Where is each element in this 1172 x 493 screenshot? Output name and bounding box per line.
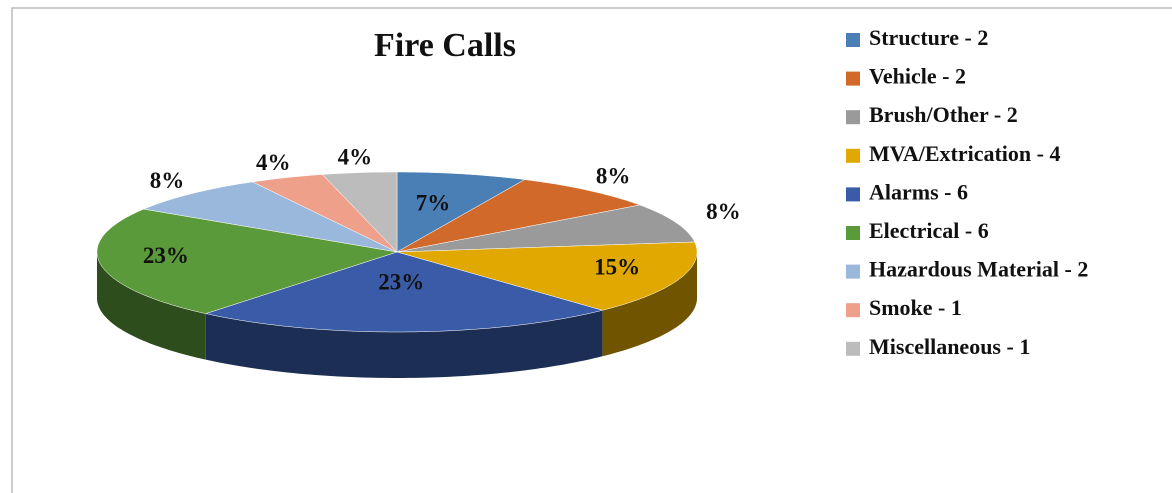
slice — [321, 171, 398, 253]
slice-side — [97, 252, 206, 360]
legend-label: Brush/Other - 2 — [869, 102, 1018, 127]
legend-swatch — [846, 341, 860, 356]
legend-swatch — [846, 187, 860, 202]
slice — [396, 204, 695, 253]
legend-swatch — [846, 33, 860, 47]
data-label: 23% — [143, 243, 189, 268]
data-label: 8% — [150, 168, 185, 193]
legend-label: Miscellaneous - 1 — [869, 334, 1030, 359]
legend-label: Vehicle - 2 — [869, 64, 966, 89]
slice — [396, 241, 698, 311]
data-label: 23% — [378, 269, 424, 294]
slice-side — [602, 252, 697, 357]
data-label: 8% — [596, 164, 631, 189]
slice — [396, 171, 526, 253]
data-label: 7% — [416, 190, 451, 215]
legend-swatch — [846, 71, 860, 86]
legend-label: Alarms - 6 — [869, 179, 968, 204]
legend-swatch — [846, 148, 860, 163]
slice — [96, 208, 398, 314]
data-label: 4% — [338, 144, 373, 169]
legend-label: Structure - 2 — [869, 25, 988, 50]
slice-side — [205, 310, 603, 378]
slice — [204, 251, 604, 333]
legend-swatch — [846, 110, 860, 125]
legend-label: Smoke - 1 — [869, 295, 962, 320]
legend-label: Electrical - 6 — [869, 218, 989, 243]
legend-swatch — [846, 303, 860, 318]
legend-label: MVA/Extrication - 4 — [869, 141, 1060, 166]
data-label: 4% — [256, 150, 291, 175]
slice — [142, 181, 398, 253]
slice — [396, 179, 641, 253]
data-label: 8% — [706, 199, 741, 224]
chart-title: Fire Calls — [374, 27, 516, 64]
data-label: 15% — [594, 254, 640, 279]
legend-swatch — [846, 264, 860, 279]
chart-border — [11, 7, 1172, 493]
legend-swatch — [846, 226, 860, 240]
slice — [251, 174, 398, 253]
legend-label: Hazardous Material - 2 — [869, 257, 1088, 282]
